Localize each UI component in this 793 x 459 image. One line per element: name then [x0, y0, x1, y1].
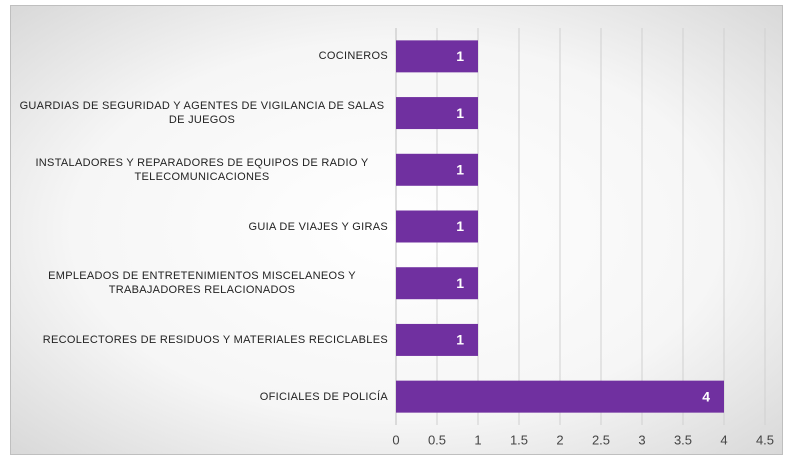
data-label: 1: [456, 275, 464, 291]
x-tick-label: 2: [556, 432, 563, 447]
bar: [396, 40, 478, 73]
bar: [396, 97, 478, 130]
y-tick-text: GUARDIAS DE SEGURIDAD Y AGENTES DE VIGIL…: [19, 100, 385, 127]
y-tick-text: GUIA DE VIAJES Y GIRAS: [248, 220, 388, 233]
y-tick-text: INSTALADORES Y REPARADORES DE EQUIPOS DE…: [35, 156, 369, 183]
y-tick-label: GUIA DE VIAJES Y GIRAS: [16, 220, 388, 234]
data-label: 1: [456, 161, 464, 177]
x-tick-label: 1: [474, 432, 481, 447]
data-label: 1: [456, 332, 464, 348]
bar: [396, 380, 724, 413]
bar: [396, 267, 478, 300]
y-tick-label: INSTALADORES Y REPARADORES DE EQUIPOS DE…: [16, 156, 388, 184]
y-tick-label: GUARDIAS DE SEGURIDAD Y AGENTES DE VIGIL…: [16, 99, 388, 127]
data-label: 1: [456, 218, 464, 234]
x-tick-label: 0.5: [428, 432, 446, 447]
y-tick-label: OFICIALES DE POLICÍA: [16, 390, 388, 404]
y-tick-text: OFICIALES DE POLICÍA: [259, 390, 388, 403]
bar: [396, 323, 478, 356]
data-label: 1: [456, 48, 464, 64]
y-tick-label: COCINEROS: [16, 49, 388, 63]
y-tick-label: EMPLEADOS DE ENTRETENIMIENTOS MISCELANEO…: [16, 269, 388, 297]
data-label: 4: [702, 388, 710, 404]
x-tick-label: 0: [392, 432, 399, 447]
y-tick-text: COCINEROS: [318, 50, 388, 63]
data-label: 1: [456, 105, 464, 121]
bar: [396, 210, 478, 243]
bar: [396, 153, 478, 186]
x-tick-label: 4: [720, 432, 727, 447]
y-tick-text: EMPLEADOS DE ENTRETENIMIENTOS MISCELANEO…: [48, 270, 356, 297]
x-tick-label: 1.5: [510, 432, 528, 447]
x-tick-label: 2.5: [592, 432, 610, 447]
x-tick-label: 3: [638, 432, 645, 447]
y-tick-text: RECOLECTORES DE RESIDUOS Y MATERIALES RE…: [42, 333, 388, 346]
x-tick-label: 4.5: [756, 432, 774, 447]
y-tick-label: RECOLECTORES DE RESIDUOS Y MATERIALES RE…: [16, 333, 388, 347]
x-tick-label: 3.5: [674, 432, 692, 447]
